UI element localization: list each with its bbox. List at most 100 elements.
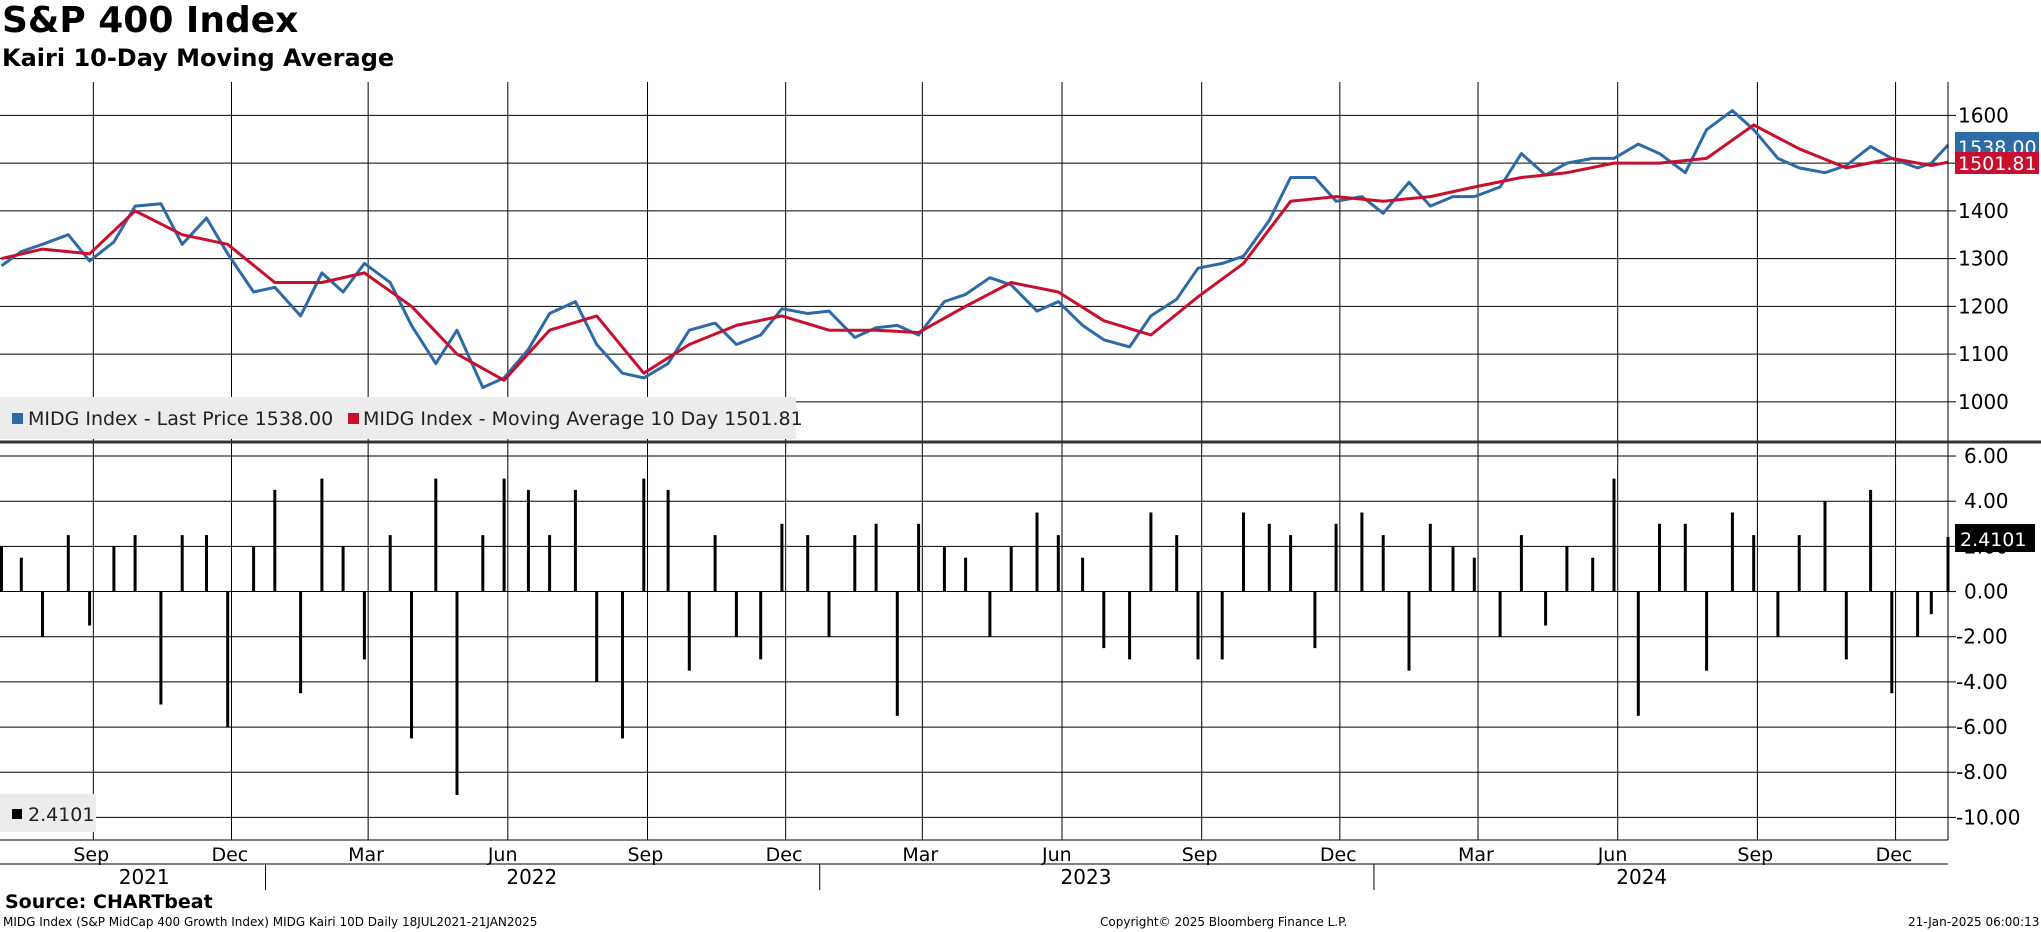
x-tick-label: Sep: [1182, 844, 1218, 866]
kairi-bar: [205, 535, 208, 592]
kairi-bar: [1565, 546, 1569, 592]
kairi-bar: [481, 535, 485, 592]
last-price-line: [0, 109, 1950, 389]
x-tick-label: Mar: [348, 844, 384, 866]
x-tick-label: Sep: [73, 844, 109, 866]
x-tick-label: Jun: [487, 844, 518, 866]
kairi-bar: [827, 591, 831, 637]
kairi-bar: [180, 535, 184, 592]
kairi-bar: [1705, 591, 1709, 671]
kairi-bar: [19, 557, 23, 592]
kairi-bar: [988, 591, 992, 637]
kairi-bar: [573, 489, 577, 592]
legend-swatch-moving-average: [348, 413, 359, 424]
kairi-bar: [1683, 523, 1687, 592]
kairi-bar: [1844, 591, 1848, 660]
price-y-tick-label: 1400: [1958, 199, 2009, 223]
price-lines: [0, 109, 1950, 389]
kairi-bar: [1636, 591, 1640, 716]
kairi-flag: 2.4101: [1955, 524, 2035, 552]
kairi-bar: [273, 489, 277, 592]
kairi-bar: [806, 535, 810, 592]
kairi-bar: [874, 523, 878, 592]
price-legend: MIDG Index - Last Price 1538.00 MIDG Ind…: [0, 397, 803, 439]
chart-subtitle: Kairi 10-Day Moving Average: [2, 44, 395, 72]
kairi-bar: [1472, 557, 1476, 592]
kairi-bar: [362, 591, 366, 660]
kairi-bar: [942, 546, 946, 592]
kairi-bar: [1869, 489, 1873, 592]
price-y-tick-label: 1300: [1958, 247, 2009, 271]
kairi-bar: [595, 591, 599, 682]
x-tick-label: Dec: [1320, 844, 1357, 866]
kairi-bar: [895, 591, 899, 716]
price-y-tick-label: 1200: [1958, 294, 2009, 318]
kairi-bar: [1929, 591, 1933, 615]
kairi-bar: [1175, 535, 1179, 592]
kairi-bar: [341, 546, 345, 592]
kairi-bar: [1149, 512, 1153, 592]
kairi-bar: [1009, 546, 1013, 592]
x-tick-label: Sep: [628, 844, 664, 866]
kairi-bar: [964, 557, 968, 592]
x-year-label: 2021: [119, 865, 170, 889]
moving-average-flag: 1501.81: [1955, 152, 2039, 175]
kairi-y-tick-label: -4.00: [1956, 670, 2008, 694]
axes: [0, 82, 2041, 865]
kairi-bar: [1451, 546, 1455, 592]
footer-description: MIDG Index (S&P MidCap 400 Growth Index)…: [3, 915, 538, 929]
x-tick-label: Dec: [211, 844, 248, 866]
kairi-bar: [133, 535, 137, 592]
kairi-bar: [1220, 591, 1224, 660]
kairi-y-tick-label: 4.00: [1964, 489, 2009, 513]
price-gridlines: [0, 114, 1948, 403]
source-label: Source: CHARTbeat: [5, 891, 213, 913]
kairi-bar: [1381, 535, 1385, 592]
kairi-bar: [434, 478, 438, 592]
kairi-bar: [1730, 512, 1734, 592]
kairi-bar: [1519, 535, 1523, 592]
legend-kairi: 2.4101: [28, 804, 94, 826]
legend-last-price: MIDG Index - Last Price 1538.00: [28, 408, 333, 430]
x-tick-label: Mar: [1458, 844, 1494, 866]
kairi-bar: [66, 535, 70, 592]
kairi-bar: [621, 591, 624, 739]
kairi-bar: [1289, 535, 1293, 592]
kairi-bar: [1242, 512, 1245, 592]
legend-swatch-kairi: [12, 809, 22, 819]
kairi-y-tick-label: 0.00: [1964, 580, 2009, 604]
kairi-bar: [1102, 591, 1106, 649]
kairi-bar: [642, 478, 646, 592]
x-year-label: 2024: [1616, 865, 1667, 889]
kairi-bar: [320, 478, 324, 592]
kairi-bar: [1823, 501, 1827, 592]
chart-canvas: 1000110012001300140015001600 6.004.002.0…: [0, 82, 2041, 890]
footer-timestamp: 21-Jan-2025 06:00:13: [1908, 915, 2040, 929]
kairi-bar: [853, 535, 857, 592]
kairi-bar: [226, 591, 230, 728]
kairi-bar: [1498, 591, 1502, 637]
kairi-bar: [687, 591, 691, 671]
kairi-bar: [1612, 478, 1616, 592]
kairi-bar: [252, 546, 256, 592]
legend-moving-average: MIDG Index - Moving Average 10 Day 1501.…: [363, 408, 803, 430]
kairi-bar: [1916, 591, 1920, 637]
kairi-bar: [1591, 557, 1595, 592]
kairi-bar: [1081, 557, 1085, 592]
price-y-tick-label: 1100: [1958, 342, 2009, 366]
kairi-y-tick-label: -8.00: [1956, 760, 2008, 784]
kairi-bar: [112, 546, 116, 592]
kairi-bar: [1890, 591, 1894, 694]
kairi-gridlines: [0, 455, 1948, 818]
kairi-bar: [713, 535, 717, 592]
kairi-bar: [1776, 591, 1780, 637]
kairi-bar: [1360, 512, 1364, 592]
x-tick-label: Dec: [1876, 844, 1913, 866]
kairi-bar: [548, 535, 552, 592]
x-tick-label: Mar: [902, 844, 938, 866]
kairi-y-axis: 6.004.002.000.00-2.00-4.00-6.00-8.00-10.…: [1948, 444, 2020, 829]
kairi-bar: [1544, 591, 1548, 626]
chart-title: S&P 400 Index: [2, 0, 299, 41]
kairi-bar: [780, 523, 784, 592]
month-gridlines: [92, 82, 1897, 840]
